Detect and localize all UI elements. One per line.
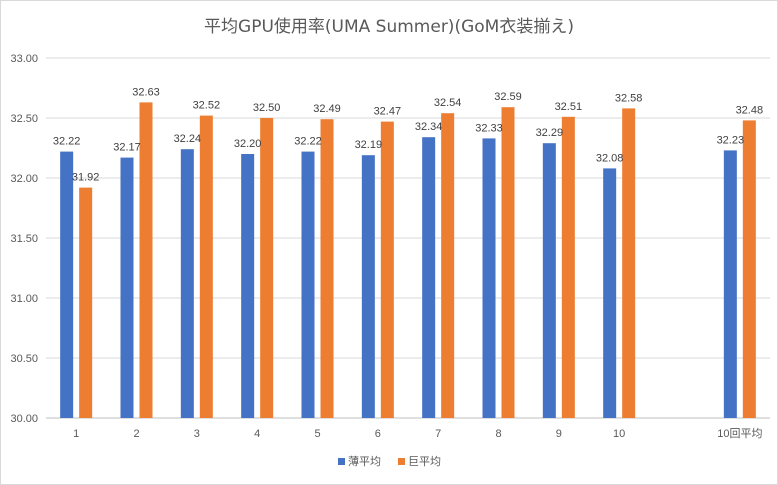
data-label: 32.58 [615,92,643,104]
x-tick-label: 8 [495,428,501,440]
bar-kyo-heikin [320,119,334,418]
bar-kyo-heikin [561,116,575,419]
y-axis-ticks: 30.00 30.50 31.00 31.50 32.00 32.50 33.00 [10,53,38,425]
data-label: 32.33 [475,122,503,134]
data-label: 32.59 [494,91,522,103]
bar-kyo-heikin [441,113,455,418]
x-tick-label: 1 [73,428,79,440]
bar-usu-heikin [241,154,255,418]
bar-kyo-heikin [742,120,756,419]
bar-kyo-heikin [501,107,515,418]
data-label: 32.51 [555,101,583,113]
data-label: 32.54 [434,97,462,109]
x-tick-label: 2 [133,428,139,440]
bar-usu-heikin [482,138,496,418]
y-tick-label: 30.50 [10,353,38,365]
x-tick-label: 9 [556,428,562,440]
bar-usu-heikin [301,151,315,418]
legend-swatch [398,458,405,465]
y-tick-label: 32.00 [10,173,38,185]
y-tick-label: 31.00 [10,293,38,305]
chart-title: 平均GPU使用率(UMA Summer)(GoM衣装揃え) [204,16,574,37]
x-tick-label: 10回平均 [717,427,762,440]
data-label: 32.17 [113,142,141,154]
bar-usu-heikin [361,155,375,418]
y-tick-label: 33.00 [10,53,38,65]
x-tick-label: 10 [613,428,625,440]
data-labels: 32.22 31.92 32.17 32.63 32.24 32.52 32.20 32.50… [53,86,763,183]
x-tick-label: 7 [435,428,441,440]
data-label: 32.24 [174,133,202,145]
x-axis-ticks: 1 2 3 4 5 6 7 8 9 10 10回平均 [73,427,762,440]
y-tick-label: 32.50 [10,113,38,125]
legend-label: 薄平均 [348,454,381,468]
bar-kyo-heikin [139,102,153,419]
legend-label: 巨平均 [408,455,441,468]
data-label: 32.22 [294,136,322,148]
data-label: 32.47 [374,106,402,118]
bar-usu-heikin [723,150,737,418]
data-label: 32.48 [736,104,764,116]
bars [60,102,756,419]
legend: 薄平均 巨平均 [338,454,441,468]
data-label: 32.49 [313,103,341,115]
data-label: 32.63 [132,86,160,98]
data-label: 32.23 [717,134,745,146]
data-label: 32.52 [193,100,221,112]
bar-kyo-heikin [380,121,394,418]
bar-usu-heikin [120,157,134,418]
gridlines [46,57,770,419]
y-tick-label: 30.00 [10,413,38,425]
bar-kyo-heikin [260,118,274,418]
bar-kyo-heikin [79,187,93,418]
data-label: 32.50 [253,102,281,114]
data-label: 32.29 [536,127,564,139]
x-tick-label: 4 [254,428,260,440]
bar-usu-heikin [603,168,617,418]
data-label: 32.20 [234,138,262,150]
x-tick-label: 3 [194,428,200,440]
bar-usu-heikin [60,151,74,418]
data-label: 31.92 [72,172,100,184]
bar-kyo-heikin [199,115,213,418]
x-tick-label: 6 [375,428,381,440]
x-tick-label: 5 [314,428,320,440]
y-tick-label: 31.50 [10,233,38,245]
bar-usu-heikin [180,149,194,418]
legend-swatch [338,458,345,465]
data-label: 32.08 [596,152,624,164]
bar-usu-heikin [542,143,556,418]
data-label: 32.34 [415,121,443,133]
bar-usu-heikin [422,137,436,418]
bar-kyo-heikin [622,108,636,419]
data-label: 32.19 [355,139,383,151]
data-label: 32.22 [53,136,81,148]
